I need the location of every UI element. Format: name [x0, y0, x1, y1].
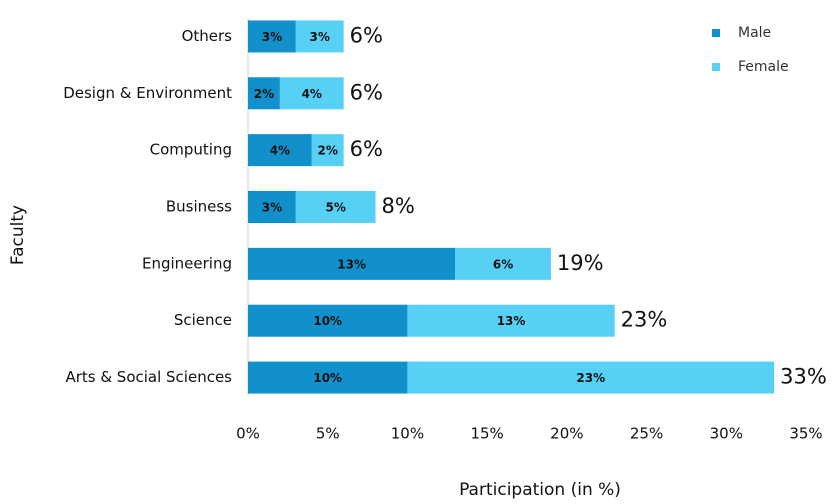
x-tick-label: 5%: [316, 425, 340, 443]
bar-segment: [407, 304, 615, 337]
value-label: 10%: [313, 314, 342, 328]
legend-label: Female: [738, 59, 789, 75]
y-tick-label: Arts & Social Sciences: [65, 368, 232, 386]
total-label: 6%: [350, 23, 383, 47]
y-tick-label: Others: [182, 27, 233, 45]
total-label: 33%: [780, 365, 827, 389]
legend-swatch: [712, 63, 720, 71]
value-label: 13%: [337, 257, 366, 271]
bar-segment: [295, 20, 344, 53]
y-tick-label: Business: [166, 198, 232, 216]
bar-segment: [311, 134, 344, 167]
x-tick-label: 0%: [236, 425, 260, 443]
total-label: 23%: [621, 308, 668, 332]
bar-segment: [248, 191, 296, 223]
value-label: 3%: [310, 30, 330, 44]
y-tick-label: Design & Environment: [63, 84, 232, 102]
y-tick-label: Engineering: [142, 254, 232, 272]
y-axis-title: Faculty: [8, 205, 28, 265]
total-label: 8%: [382, 194, 415, 218]
legend-swatch: [712, 29, 720, 37]
value-label: 5%: [325, 201, 345, 215]
x-axis-title: Participation (in %): [459, 480, 621, 500]
bar-segment: [279, 77, 344, 110]
value-label: 6%: [493, 257, 513, 271]
value-label: 13%: [497, 314, 526, 328]
value-label: 10%: [313, 371, 342, 385]
bar-segment: [455, 247, 551, 280]
value-label: 23%: [576, 371, 605, 385]
bar-segment: [248, 304, 408, 337]
bar-segment: [248, 20, 296, 53]
total-label: 6%: [350, 137, 383, 161]
value-label: 3%: [262, 30, 282, 44]
bar-segment: [248, 361, 408, 394]
bar-segment: [248, 134, 312, 167]
bar-segment: [248, 77, 280, 110]
value-label: 2%: [318, 144, 338, 158]
x-tick-label: 10%: [391, 425, 424, 443]
x-tick-label: 20%: [550, 425, 583, 443]
bar-segment: [407, 361, 775, 394]
y-tick-label: Computing: [150, 141, 232, 159]
value-label: 2%: [254, 87, 274, 101]
bar-segment: [248, 247, 456, 280]
x-tick-label: 25%: [630, 425, 663, 443]
bar-segment: [295, 191, 376, 223]
total-label: 19%: [557, 251, 604, 275]
x-tick-label: 35%: [789, 425, 822, 443]
value-label: 4%: [270, 144, 290, 158]
x-tick-label: 30%: [710, 425, 743, 443]
total-label: 6%: [350, 80, 383, 104]
value-label: 4%: [302, 87, 322, 101]
x-tick-label: 15%: [470, 425, 503, 443]
legend-label: Male: [738, 25, 771, 41]
value-label: 3%: [262, 201, 282, 215]
y-tick-label: Science: [174, 311, 232, 329]
